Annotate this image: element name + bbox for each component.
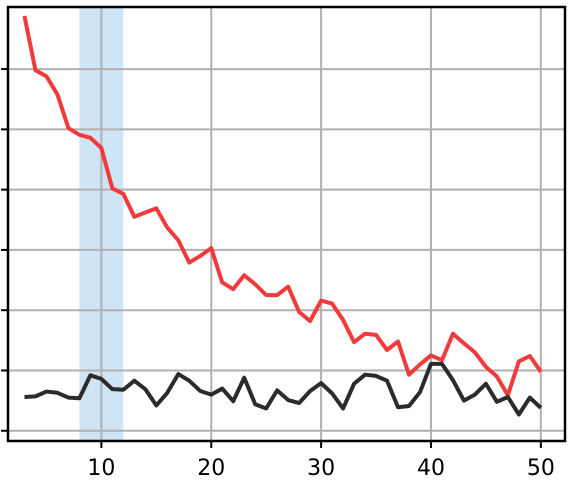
x-tick-label-20: 20 <box>197 456 225 481</box>
grid-layer <box>8 7 565 441</box>
x-tick-label-10: 10 <box>87 456 115 481</box>
x-tick-label-30: 30 <box>307 456 335 481</box>
tick-layer <box>1 68 542 448</box>
series-layer <box>22 15 543 417</box>
series-line-1 <box>22 15 543 398</box>
tick-label-layer: 10 20 30 40 50 <box>87 456 554 481</box>
series-line-2 <box>24 361 543 417</box>
x-tick-label-50: 50 <box>527 456 555 481</box>
plot-frame <box>6 5 567 443</box>
x-tick-label-40: 40 <box>417 456 445 481</box>
